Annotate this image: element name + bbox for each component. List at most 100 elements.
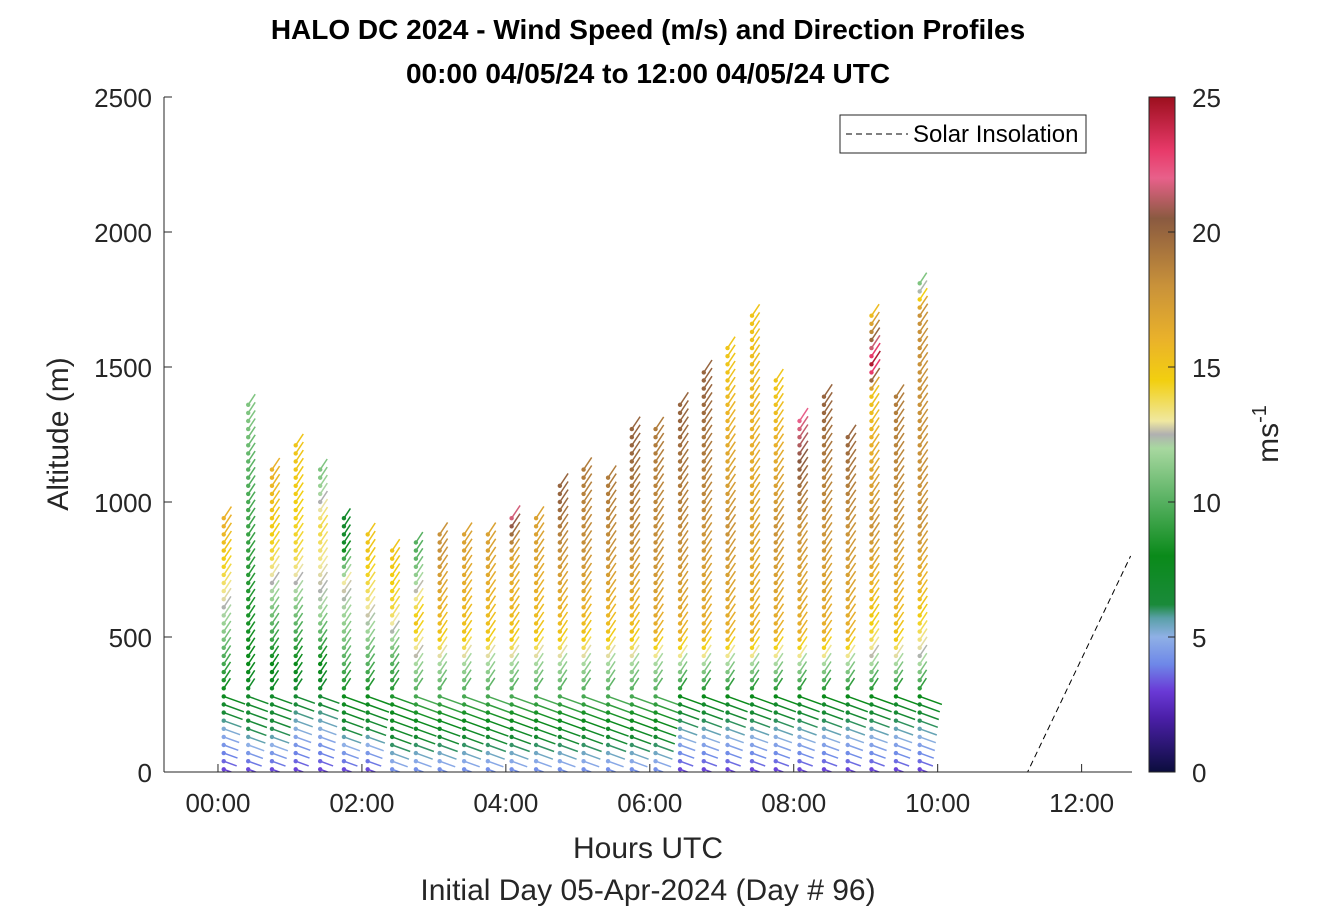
- wind-barb: [751, 441, 761, 454]
- wind-barb: [319, 736, 336, 744]
- wind-barb: [871, 728, 889, 736]
- wind-barb-dot: [797, 532, 802, 537]
- wind-barb: [391, 538, 401, 552]
- wind-barb-dot: [605, 678, 611, 683]
- wind-barb-dot: [749, 532, 755, 537]
- y-tick-label: 1000: [94, 488, 152, 518]
- wind-barb: [631, 529, 641, 543]
- wind-barb: [847, 521, 857, 535]
- wind-barb-dot: [509, 597, 514, 602]
- wind-barb-dot: [365, 767, 370, 772]
- wind-barb: [823, 473, 833, 487]
- wind-barb: [870, 595, 880, 608]
- wind-barb-dot: [461, 661, 467, 667]
- wind-barb-dot: [437, 767, 442, 772]
- wind-barb-dot: [246, 605, 251, 610]
- wind-barb-dot: [869, 750, 874, 756]
- wind-barb-dot: [725, 572, 730, 578]
- wind-barb: [775, 400, 785, 414]
- wind-barb-dot: [773, 548, 778, 553]
- wind-barb-dot: [797, 702, 802, 707]
- wind-barb-dot: [917, 605, 922, 610]
- wind-barb-dot: [581, 467, 586, 472]
- wind-barb-dot: [221, 750, 226, 756]
- wind-barb-dot: [485, 742, 491, 748]
- wind-barb-dot: [293, 767, 298, 772]
- wind-barb-dot: [365, 726, 370, 731]
- wind-barb: [679, 711, 700, 721]
- wind-barb: [511, 695, 538, 707]
- wind-barb: [319, 744, 336, 752]
- wind-barb-dot: [341, 742, 347, 748]
- wind-barb-dot: [701, 605, 706, 610]
- wind-barb-dot: [797, 742, 802, 748]
- wind-barb: [535, 719, 559, 730]
- wind-barb: [487, 719, 510, 730]
- wind-barb: [367, 595, 376, 608]
- wind-barb: [583, 744, 602, 753]
- wind-barb: [582, 456, 593, 471]
- colorbar-label-base: ms: [1252, 423, 1285, 463]
- wind-barb-dot: [749, 459, 755, 464]
- wind-barb-dot: [293, 718, 298, 723]
- wind-barb-dot: [509, 678, 514, 683]
- wind-barb: [895, 744, 912, 752]
- wind-barb-dot: [485, 767, 491, 772]
- wind-barb: [631, 432, 641, 446]
- wind-barb-dot: [893, 475, 899, 480]
- wind-barb-dot: [797, 426, 802, 432]
- wind-barb: [607, 627, 617, 641]
- wind-barb: [487, 760, 504, 768]
- wind-barb: [463, 587, 473, 600]
- wind-barb-dot: [557, 686, 563, 691]
- wind-barb-dot: [821, 459, 827, 464]
- wind-barb: [607, 603, 617, 616]
- wind-barb-dot: [821, 669, 827, 675]
- wind-barb-dot: [461, 669, 467, 675]
- wind-barb-dot: [821, 435, 827, 440]
- wind-barb: [631, 603, 641, 616]
- wind-barb-dot: [725, 426, 730, 432]
- wind-barb-dot: [701, 459, 706, 464]
- wind-barb-dot: [917, 507, 922, 513]
- wind-barb: [727, 703, 748, 713]
- wind-barb: [895, 505, 905, 519]
- wind-barb: [870, 409, 880, 422]
- wind-barb: [463, 546, 473, 560]
- wind-barb-dot: [869, 426, 874, 432]
- wind-barb: [654, 578, 665, 592]
- wind-barb-dot: [317, 669, 323, 675]
- wind-barb-dot: [581, 564, 586, 569]
- wind-barb-dot: [269, 661, 275, 667]
- wind-barb: [271, 703, 292, 713]
- wind-barb: [559, 472, 569, 487]
- wind-barb-dot: [653, 532, 658, 537]
- wind-barb-dot: [293, 686, 298, 691]
- wind-barb-dot: [845, 605, 850, 610]
- wind-barb: [798, 586, 808, 600]
- wind-barb: [895, 416, 905, 430]
- wind-barb: [295, 498, 304, 511]
- wind-barb: [726, 457, 737, 471]
- wind-barb-dot: [221, 516, 226, 521]
- wind-barb-dot: [701, 767, 706, 772]
- wind-barb-dot: [365, 694, 370, 699]
- wind-barb-dot: [269, 694, 275, 699]
- wind-barb-dot: [605, 516, 611, 521]
- wind-barb: [679, 611, 689, 624]
- wind-barb: [247, 728, 267, 737]
- wind-barb-dot: [341, 605, 347, 610]
- wind-barb-dot: [293, 669, 298, 675]
- legend: Solar Insolation: [839, 114, 1087, 154]
- wind-barb: [631, 424, 641, 438]
- wind-barb-dot: [246, 613, 251, 618]
- wind-barb: [895, 521, 905, 535]
- wind-barb-dot: [845, 661, 850, 667]
- wind-barb-dot: [269, 605, 275, 610]
- wind-barb-dot: [317, 742, 323, 748]
- wind-barb: [535, 728, 557, 737]
- wind-barb: [271, 514, 281, 527]
- wind-profile-column: [461, 522, 490, 772]
- wind-barb-dot: [246, 532, 251, 537]
- wind-barb-dot: [869, 580, 874, 586]
